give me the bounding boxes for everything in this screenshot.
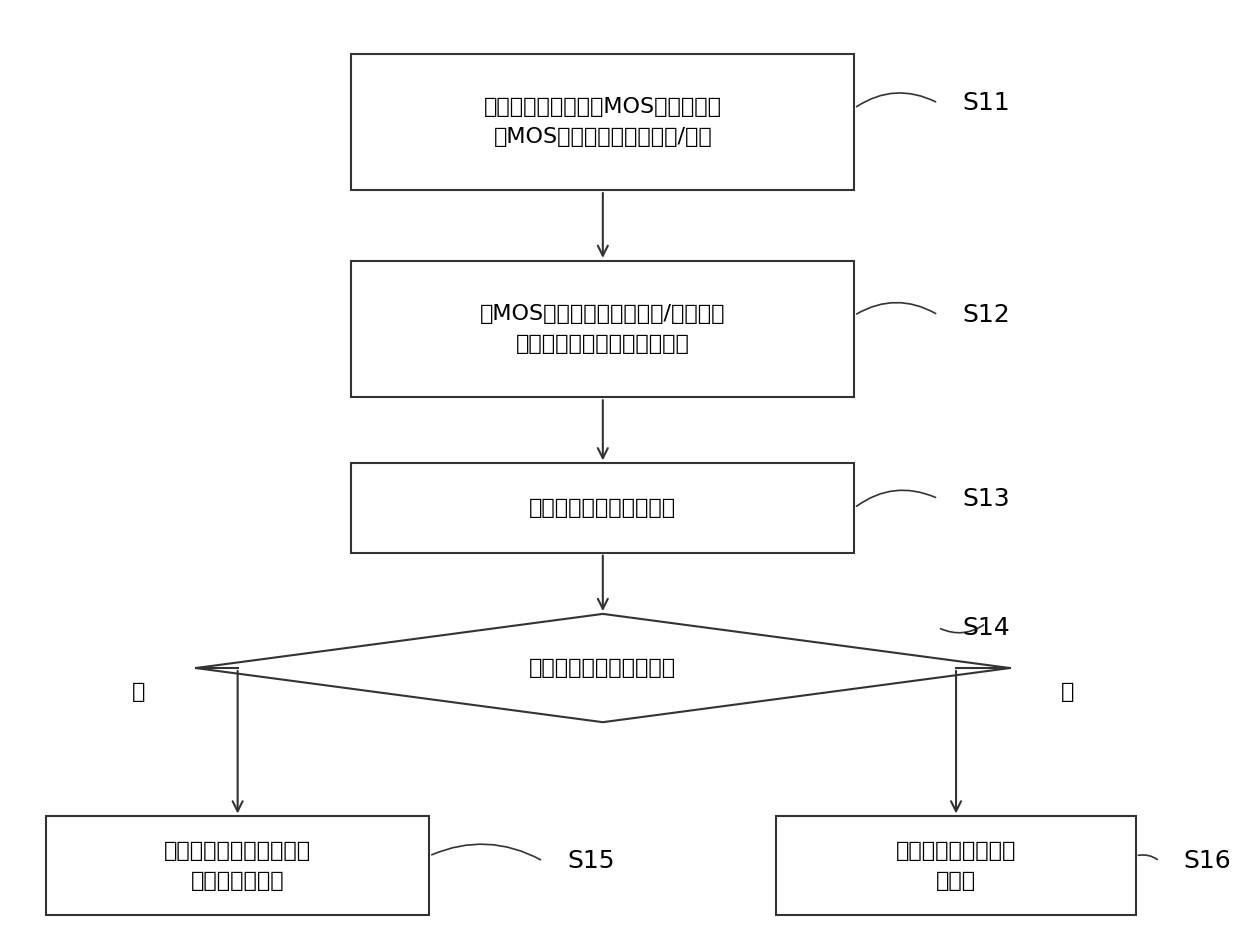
Text: 在MOS晶体管的栅极上及源/漏极的半
导体衬底上形成金属硅化物层: 在MOS晶体管的栅极上及源/漏极的半 导体衬底上形成金属硅化物层 [479,304,726,353]
Bar [352,53,854,190]
Text: 对金属硅化物层进行检测: 对金属硅化物层进行检测 [529,498,676,518]
Text: S15: S15 [567,849,615,873]
Text: 在半导体衬底上形成MOS晶体管，所
述MOS晶体管包括栅极、源/漏极: 在半导体衬底上形成MOS晶体管，所 述MOS晶体管包括栅极、源/漏极 [483,97,722,146]
Bar [777,816,1136,915]
Text: S11: S11 [961,91,1010,115]
FancyArrowPatch shape [431,845,540,860]
Text: 则继续在后续晶圆上进行
半导体器件制作: 则继续在后续晶圆上进行 半导体器件制作 [164,841,311,890]
Text: 否: 否 [1061,681,1074,702]
Text: 则调整相应制造设备
的参数: 则调整相应制造设备 的参数 [896,841,1016,890]
Text: S16: S16 [1183,849,1232,873]
Text: S14: S14 [961,616,1010,639]
Bar [352,260,854,397]
Text: S13: S13 [961,486,1010,510]
Text: S12: S12 [961,303,1010,327]
Bar [46,816,429,915]
FancyArrowPatch shape [940,625,984,633]
FancyArrowPatch shape [856,303,935,314]
Polygon shape [196,614,1010,722]
Bar [352,464,854,553]
Text: 金属硅化物层是否完整？: 金属硅化物层是否完整？ [529,658,676,678]
FancyArrowPatch shape [856,490,935,506]
FancyArrowPatch shape [856,93,935,106]
Text: 是: 是 [131,681,145,702]
FancyArrowPatch shape [1139,855,1157,860]
